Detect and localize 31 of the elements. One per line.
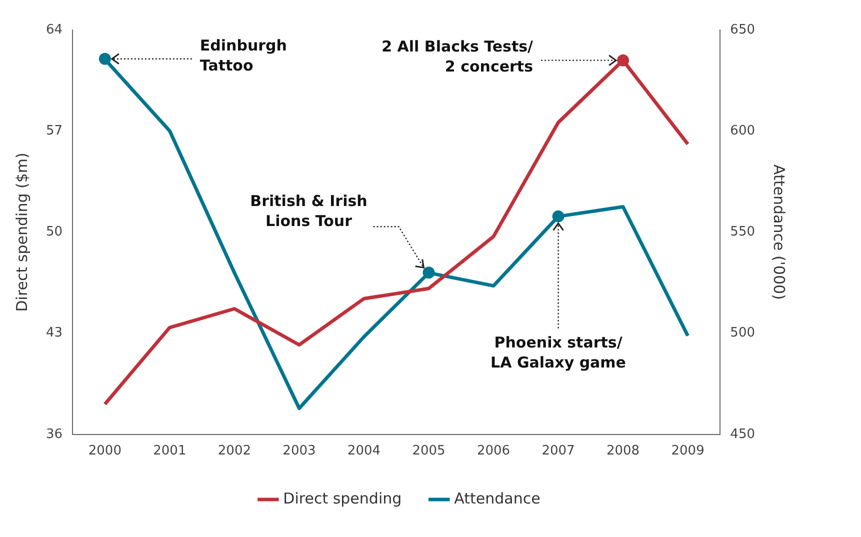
y2-tick-label: 500 — [730, 326, 756, 341]
y-tick-label: 50 — [46, 224, 63, 240]
y2-axis-title: Attendance ('000) — [770, 164, 788, 300]
x-tick-label: 2005 — [412, 444, 446, 459]
y2-tick-label: 600 — [730, 123, 756, 138]
x-tick-label: 2007 — [542, 444, 575, 459]
x-tick-label: 2006 — [476, 444, 510, 459]
point — [422, 266, 435, 279]
y-tick-label: 36 — [46, 426, 63, 442]
legend-label: Attendance — [454, 489, 540, 508]
annotation: 2 All Blacks Tests/ 2 concerts — [382, 38, 534, 76]
annotation: British & Irish Lions Tour — [250, 192, 368, 230]
y-tick-label: 57 — [46, 123, 63, 138]
y2-tick-label: 650 — [730, 22, 756, 38]
y-tick-label: 43 — [46, 326, 63, 341]
y-tick-label: 64 — [46, 22, 63, 38]
y2-tick-label: 450 — [730, 426, 756, 442]
x-tick-label: 2000 — [88, 444, 122, 459]
legend-label: Direct spending — [283, 489, 402, 508]
x-tick-label: 2001 — [153, 444, 186, 459]
annotation: Edinburgh Tattoo — [200, 36, 287, 74]
point — [552, 210, 564, 222]
x-tick-label: 2004 — [347, 444, 381, 459]
y-axis-title: Direct spending ($m) — [12, 152, 31, 312]
point — [98, 52, 111, 65]
x-tick-label: 2003 — [282, 444, 316, 459]
x-tick-label: 2009 — [671, 444, 704, 459]
x-tick-label: 2008 — [606, 444, 640, 459]
y2-tick-label: 550 — [730, 224, 756, 240]
annotation: Phoenix starts/ LA Galaxy game — [490, 334, 626, 372]
x-tick-label: 2002 — [218, 444, 251, 459]
